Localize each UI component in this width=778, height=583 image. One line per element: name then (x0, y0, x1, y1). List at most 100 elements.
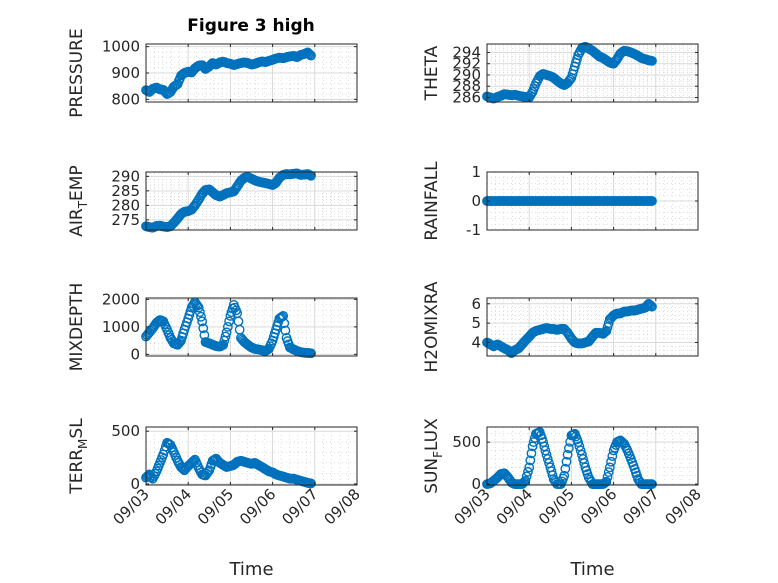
data-point (647, 55, 657, 66)
y-tick-label: 4 (471, 333, 481, 351)
y-axis-label: MIXDEPTH (67, 283, 87, 372)
data-point (524, 462, 535, 473)
y-tick-label: 290 (452, 66, 481, 84)
data-point (573, 437, 584, 448)
data-point (521, 471, 532, 482)
y-tick-label: 500 (111, 422, 140, 440)
axes-box (486, 43, 699, 103)
data-point (224, 316, 235, 327)
x-axis-label: Time (569, 559, 614, 580)
y-axis-label: AIRTEMP (67, 165, 90, 236)
data-point (196, 311, 206, 322)
y-axis-label: RAINFALL (422, 161, 442, 241)
data-point (600, 326, 611, 337)
data-point (222, 321, 233, 332)
y-tick-label: 5 (471, 314, 481, 332)
data-point (645, 300, 656, 311)
y-tick-label: 1000 (102, 318, 140, 336)
x-axis-label: Time (228, 559, 273, 580)
data-point (542, 454, 553, 464)
y-tick-label: 275 (111, 211, 140, 229)
data-point (574, 441, 585, 452)
data-point (541, 449, 552, 460)
data-point (519, 477, 530, 487)
y-axis-label: PRESSURE (67, 28, 87, 117)
data-point (517, 479, 527, 490)
y-tick-label: 2000 (102, 290, 140, 308)
data-point (221, 327, 232, 338)
y-tick-label: 0 (130, 475, 140, 493)
y-tick-label: 800 (111, 90, 140, 108)
y-tick-label: 900 (111, 64, 140, 82)
subplot-terr-msl: 050009/0309/0409/0509/0609/0709/08TimeTE… (67, 418, 364, 580)
axes-box (486, 297, 699, 357)
y-tick-label: 0 (130, 345, 140, 363)
data-point (278, 310, 289, 321)
data-point (523, 466, 533, 477)
data-point (565, 74, 576, 85)
data-point (644, 299, 655, 310)
data-point (197, 316, 208, 327)
data-point (220, 331, 231, 342)
data-point (602, 471, 613, 482)
data-point (600, 477, 611, 488)
data-point (647, 196, 657, 206)
y-axis-label: SUNFLUX (422, 418, 445, 494)
data-point (306, 50, 316, 61)
data-point (280, 325, 291, 336)
y-tick-label: 0 (471, 192, 481, 210)
data-point (561, 456, 572, 467)
y-tick-label: 0 (471, 475, 481, 493)
data-point (525, 455, 536, 466)
y-tick-label: -1 (466, 221, 481, 239)
data-point (193, 302, 204, 313)
data-point (304, 49, 315, 60)
data-point (606, 456, 616, 467)
data-point (526, 448, 537, 459)
subplot-rainfall: -1 0 1 RAINFALL (422, 161, 699, 241)
y-tick-label: 286 (452, 88, 481, 106)
data-point (198, 323, 209, 334)
data-point (186, 457, 197, 468)
axes-box (145, 426, 358, 486)
y-tick-label: 500 (452, 433, 481, 451)
data-point (203, 467, 213, 477)
data-point (279, 318, 290, 329)
y-tick-label: 290 (111, 167, 140, 185)
axes-box (145, 171, 358, 231)
data-point (560, 463, 571, 474)
data-point (559, 470, 570, 481)
y-tick-label: 6 (471, 295, 481, 313)
y-tick-label: 285 (111, 182, 140, 200)
data-point (303, 48, 314, 59)
y-axis-label: TERRMSL (67, 418, 90, 495)
data-point (603, 467, 614, 478)
data-point (609, 57, 620, 68)
data-point (562, 449, 573, 460)
data-point (194, 307, 205, 318)
y-axis-label: THETA (422, 45, 442, 101)
data-point (604, 462, 615, 473)
subplot-pressure: 800 900 1000 PRESSURE (67, 28, 358, 118)
data-point (563, 443, 574, 454)
axes-box (486, 426, 699, 486)
y-tick-label: 294 (452, 43, 481, 61)
figure-title: Figure 3 high (187, 16, 315, 36)
subplot-mixdepth: 0 1000 2000 MIXDEPTH (67, 283, 358, 372)
data-point (601, 476, 612, 487)
data-point (175, 337, 185, 347)
data-point (302, 47, 313, 58)
y-tick-label: 1000 (102, 38, 140, 56)
y-tick-label: 292 (452, 55, 481, 73)
y-tick-label: 1 (471, 163, 481, 181)
y-axis-label: H2OMIXRA (422, 281, 442, 372)
axes-background (146, 427, 357, 485)
y-tick-label: 280 (111, 196, 140, 214)
y-tick-label: 288 (452, 77, 481, 95)
data-point (192, 300, 203, 311)
subplot-h2omixra: 456 H2OMIXRA (422, 281, 699, 373)
data-point (276, 311, 287, 322)
